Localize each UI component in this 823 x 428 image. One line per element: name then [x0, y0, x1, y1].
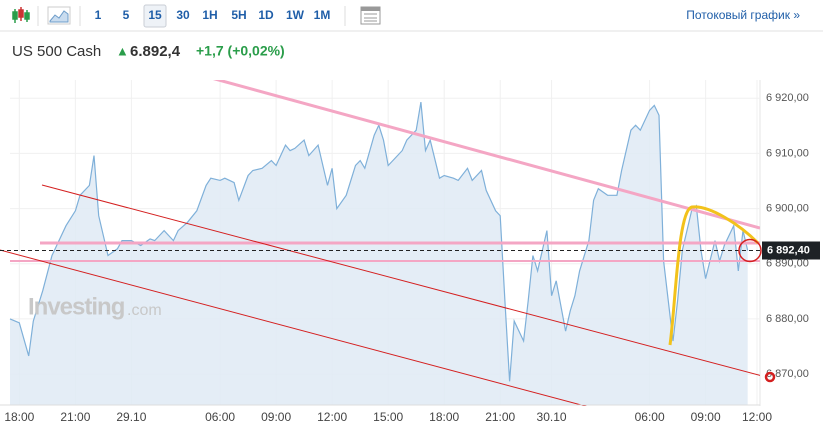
y-tick-label: 6 920,00 [766, 92, 809, 104]
marker-circle [764, 371, 776, 383]
interval-button[interactable]: 1W [286, 8, 305, 22]
x-tick-label: 15:00 [373, 410, 403, 424]
watermark: Investing [28, 293, 125, 320]
interval-button[interactable]: 15 [148, 8, 162, 22]
x-tick-label: 29.10 [116, 410, 146, 424]
trend-line [212, 80, 760, 230]
table-icon[interactable] [360, 6, 381, 25]
instrument-name: US 500 Cash [12, 43, 101, 60]
price-badge [762, 241, 820, 260]
marker-circle [738, 238, 762, 263]
candle-icon[interactable] [12, 7, 30, 23]
interval-button[interactable]: 1M [314, 8, 331, 22]
interval-button[interactable]: 30 [176, 8, 190, 22]
plot-area [0, 80, 760, 406]
area-fill [10, 102, 748, 405]
x-tick-label: 18:00 [429, 410, 459, 424]
interval-button[interactable]: 1 [95, 8, 102, 22]
price-line [9, 102, 749, 382]
y-tick-label: 6 900,00 [766, 202, 809, 214]
area-icon[interactable] [47, 6, 71, 25]
x-tick-label: 30.10 [537, 410, 567, 424]
x-tick-label: 21:00 [60, 410, 90, 424]
interval-selected [143, 4, 167, 28]
interval-button[interactable]: 5H [231, 8, 246, 22]
x-tick-label: 09:00 [691, 410, 721, 424]
price-badge-label: 6 892,40 [767, 244, 810, 256]
interval-button[interactable]: 1H [202, 8, 217, 22]
price-change: +1,7 (+0,02%) [196, 43, 285, 59]
y-tick-label: 6 870,00 [766, 368, 809, 380]
y-tick-label: 6 880,00 [766, 313, 809, 325]
x-tick-label: 12:00 [317, 410, 347, 424]
x-tick-label: 06:00 [635, 410, 665, 424]
toolbar: 1 5 15 30 1H 5H 1D 1W 1M Потоковый график » [0, 4, 823, 32]
x-tick-label: 21:00 [485, 410, 515, 424]
x-tick-label: 09:00 [261, 410, 291, 424]
direction-arrow: ▲ [116, 43, 129, 58]
y-tick-label: 6 890,00 [766, 258, 809, 270]
x-tick-label: 12:00 [742, 410, 772, 424]
x-tick-label: 06:00 [205, 410, 235, 424]
curve-drawing [668, 205, 760, 346]
x-tick-label: 18:00 [4, 410, 34, 424]
interval-button[interactable]: 1D [258, 8, 274, 22]
y-tick-label: 6 910,00 [766, 147, 809, 159]
price: 6.892,4 [130, 43, 181, 60]
channel-line [41, 184, 760, 376]
channel-line [0, 249, 587, 406]
stream-link[interactable]: Потоковый график » [686, 8, 800, 22]
interval-button[interactable]: 5 [123, 8, 130, 22]
watermark: .com [127, 302, 162, 319]
